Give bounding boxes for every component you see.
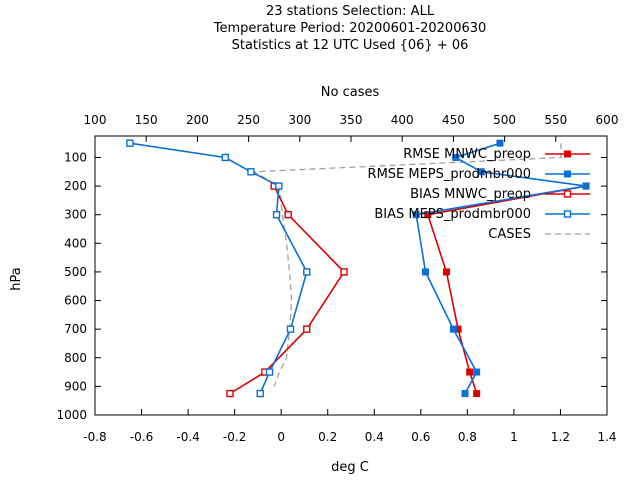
chart-title-line: Temperature Period: 20200601-20200630 — [213, 21, 487, 36]
series-bias_meps — [126, 139, 311, 398]
x2-tick-label: 150 — [135, 113, 158, 127]
data-point — [340, 268, 348, 276]
x2-tick-label: 300 — [288, 113, 311, 127]
data-point — [226, 389, 234, 398]
y-tick-label: 600 — [64, 294, 87, 308]
series-line-rmse_mnwc — [426, 185, 587, 394]
legend-item: RMSE MNWC_preop — [403, 147, 590, 162]
y-tick-label: 500 — [64, 265, 87, 279]
y-axis-label: hPa — [9, 267, 24, 290]
data-point — [466, 368, 474, 376]
legend-item: BIAS MEPS_prodmbr000 — [374, 207, 590, 222]
legend-item: BIAS MNWC_preop — [410, 187, 590, 202]
data-point — [452, 153, 460, 161]
series-rmse_meps — [412, 139, 590, 398]
y-tick-label: 400 — [64, 236, 87, 250]
x-tick-label: 0.6 — [411, 430, 430, 444]
series-cases — [251, 143, 562, 387]
series-bias_mnwc — [226, 182, 348, 398]
data-point — [221, 153, 230, 162]
x-tick-label: -0.6 — [130, 430, 153, 444]
x2-tick-label: 200 — [186, 113, 209, 127]
x-axis-label: deg C — [331, 460, 369, 475]
legend-marker — [563, 190, 572, 198]
y-tick-label: 900 — [64, 379, 87, 393]
legend-label: CASES — [488, 227, 531, 242]
y-tick-label: 800 — [64, 351, 87, 365]
legend-label: BIAS MEPS_prodmbr000 — [374, 207, 531, 222]
x-tick-label: 0.2 — [318, 430, 337, 444]
series-line-cases — [251, 143, 562, 387]
y-tick-label: 1000 — [56, 408, 87, 422]
data-point — [256, 389, 264, 398]
x2-tick-label: 400 — [391, 113, 414, 127]
data-point — [461, 390, 469, 398]
data-point — [582, 182, 590, 190]
data-point — [303, 325, 311, 333]
axis-ticks: -0.8 -0.6 -0.4 -0.2 0 0.2 0.4 0.6 0.8 1 1.2 1.4 100 1… — [56, 113, 618, 444]
data-point — [265, 368, 274, 376]
y-tick-label: 200 — [64, 179, 87, 193]
x2-tick-label: 500 — [493, 113, 516, 127]
data-point — [477, 168, 485, 176]
x2-axis-label: No cases — [321, 85, 380, 100]
x-tick-label: -0.8 — [83, 430, 106, 444]
chart-title-line: Statistics at 12 UTC Used {06} + 06 — [232, 38, 469, 53]
x-tick-label: 0.4 — [365, 430, 384, 444]
data-point — [303, 268, 311, 276]
x2-tick-label: 250 — [237, 113, 260, 127]
legend-label: RMSE MEPS_prodmbr000 — [368, 167, 531, 182]
x2-tick-label: 450 — [442, 113, 465, 127]
legend-label: RMSE MNWC_preop — [403, 147, 531, 162]
x-tick-label: 1.4 — [597, 430, 616, 444]
y-tick-label: 700 — [64, 322, 87, 336]
data-point — [421, 268, 429, 276]
legend-marker — [564, 150, 571, 158]
x-tick-label: 1.2 — [551, 430, 570, 444]
data-point — [473, 390, 481, 398]
data-point — [442, 268, 450, 276]
data-point — [284, 210, 292, 219]
legend-item: CASES — [488, 227, 590, 242]
data-point — [449, 325, 457, 333]
x2-tick-label: 600 — [596, 113, 619, 127]
data-point — [126, 139, 134, 147]
x-tick-label: -0.4 — [176, 430, 199, 444]
x2-tick-label: 100 — [84, 113, 107, 127]
data-point — [424, 211, 432, 219]
x-tick-label: 0.8 — [458, 430, 477, 444]
y-tick-label: 100 — [64, 150, 87, 164]
x-tick-label: -0.2 — [223, 430, 246, 444]
x-tick-label: 0 — [277, 430, 285, 444]
data-point — [272, 210, 281, 219]
chart-title-line: 23 stations Selection: ALL — [266, 4, 435, 19]
series-line-bias_mnwc — [229, 185, 346, 395]
data-point — [473, 368, 481, 376]
legend-item: RMSE MEPS_prodmbr000 — [368, 167, 590, 182]
series-group — [126, 139, 590, 398]
data-point — [247, 168, 255, 176]
legend: RMSE MNWC_preop RMSE MEPS_prodmbr000 BIAS … — [368, 147, 590, 242]
legend-label: BIAS MNWC_preop — [410, 187, 531, 202]
legend-marker — [564, 170, 571, 178]
y-tick-label: 300 — [64, 208, 87, 222]
x2-tick-label: 350 — [340, 113, 363, 127]
x2-tick-label: 550 — [544, 113, 567, 127]
legend-marker — [563, 210, 572, 218]
data-point — [275, 182, 283, 190]
x-tick-label: 1 — [510, 430, 518, 444]
data-point — [286, 325, 295, 333]
data-point — [412, 211, 420, 219]
data-point — [496, 139, 504, 147]
chart-title: 23 stations Selection: ALL Temperature Pe… — [213, 4, 487, 53]
